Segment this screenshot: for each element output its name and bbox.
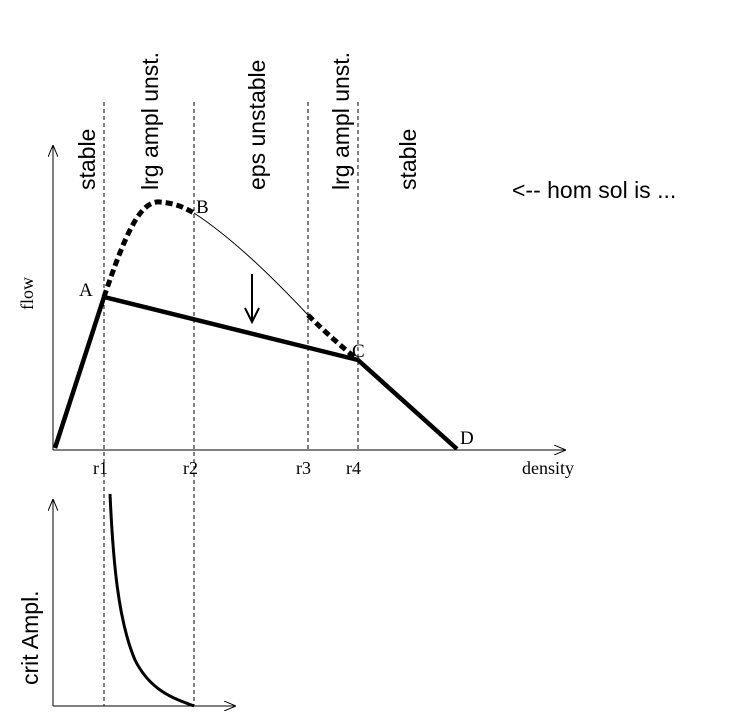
region-label-stable-left: stable	[74, 129, 100, 190]
top-x-axis-label: density	[522, 458, 574, 478]
x-tick-labels: r1 r2 r3 r4	[93, 458, 361, 478]
drop-arrow	[244, 274, 260, 325]
region-label-lrg-ampl-left: lrg ampl unst.	[137, 52, 163, 190]
point-label-c: C	[352, 341, 365, 362]
jam-line-a-to-c	[103, 294, 359, 363]
homogeneous-solution-note: <-- hom sol is ...	[512, 177, 676, 203]
point-label-d: D	[460, 428, 474, 449]
top-y-axis-label: flow	[17, 277, 37, 310]
stable-branch-c-to-d	[356, 358, 459, 451]
lrg-ampl-branch-to-c	[306, 313, 360, 362]
bottom-plot-axes	[53, 500, 235, 706]
tick-label-r1: r1	[93, 458, 108, 478]
lrg-ampl-branch-a-to-b	[101, 199, 196, 298]
top-plot-curves	[52, 199, 459, 451]
bottom-y-axis-label: crit Ampl.	[17, 590, 43, 685]
region-dividers	[103, 102, 359, 706]
tick-label-r4: r4	[346, 458, 361, 478]
point-label-a: A	[79, 280, 93, 301]
point-labels: A B C D	[79, 197, 474, 449]
critical-amplitude-curve	[108, 493, 195, 708]
region-label-lrg-ampl-right: lrg ampl unst.	[328, 52, 354, 190]
top-plot-axes	[53, 146, 565, 450]
point-label-b: B	[196, 197, 209, 218]
stable-branch-origin-to-a	[52, 296, 107, 449]
eps-unstable-branch	[193, 212, 309, 316]
tick-label-r2: r2	[183, 458, 198, 478]
tick-label-r3: r3	[296, 458, 311, 478]
region-label-stable-right: stable	[395, 129, 421, 190]
region-label-eps-unstable: eps unstable	[244, 60, 270, 190]
region-labels: stable lrg ampl unst. eps unstable lrg a…	[74, 52, 421, 190]
